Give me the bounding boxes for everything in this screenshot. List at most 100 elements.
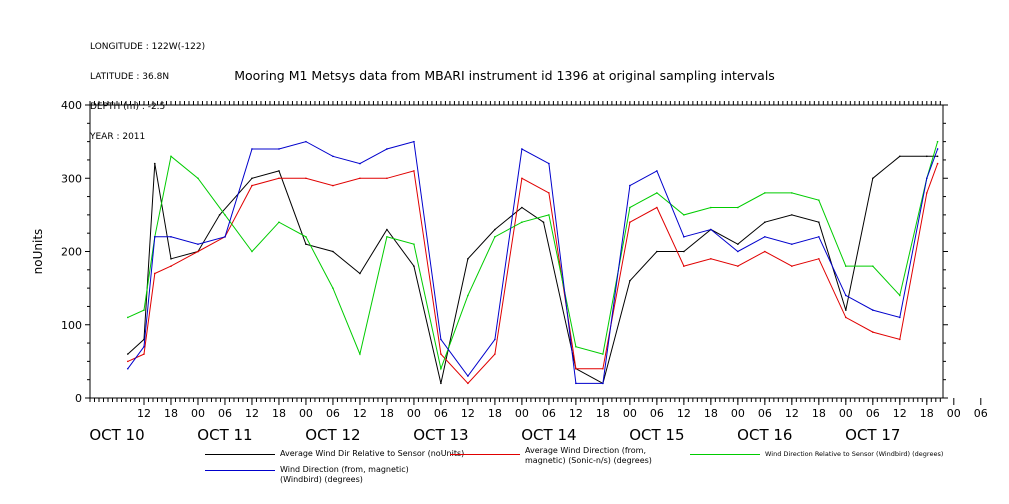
- data-point: [224, 236, 226, 238]
- x-tick-label: 00: [947, 407, 961, 420]
- y-tick-label: 0: [75, 392, 82, 405]
- data-point: [737, 250, 739, 253]
- data-point: [126, 316, 129, 319]
- latitude-text: LATITUDE : 36.8N: [90, 72, 170, 82]
- data-point: [332, 155, 334, 158]
- data-point: [521, 177, 523, 180]
- data-point: [440, 353, 442, 355]
- x-tick-label: 12: [461, 407, 475, 420]
- x-tick-label: 18: [812, 407, 826, 420]
- data-point: [440, 382, 442, 385]
- x-tick-label: 00: [191, 407, 205, 420]
- x-tick-label: 12: [785, 407, 799, 420]
- data-point: [359, 177, 361, 180]
- data-point: [467, 382, 469, 385]
- data-point: [818, 236, 820, 238]
- data-point: [413, 265, 415, 267]
- data-point: [737, 265, 739, 267]
- data-point: [386, 228, 388, 231]
- data-point: [440, 367, 442, 370]
- year-text: YEAR : 2011: [90, 132, 146, 142]
- y-tick-label: 300: [61, 172, 82, 185]
- x-tick-label: 06: [650, 407, 664, 420]
- data-point: [899, 338, 901, 341]
- data-point: [791, 214, 793, 216]
- data-point: [467, 375, 469, 377]
- data-point: [170, 155, 172, 158]
- x-date-label: OCT 17: [845, 426, 900, 444]
- x-tick-label: 06: [974, 407, 988, 420]
- data-point: [791, 265, 793, 267]
- data-point: [153, 272, 156, 275]
- data-point: [791, 192, 793, 194]
- data-point: [218, 214, 221, 216]
- data-point: [936, 148, 939, 150]
- data-point: [521, 221, 523, 223]
- data-point: [629, 206, 631, 209]
- x-tick-label: 18: [596, 407, 610, 420]
- data-point: [926, 192, 928, 194]
- data-point: [494, 338, 496, 341]
- x-tick-label: 12: [893, 407, 907, 420]
- data-point: [494, 236, 496, 238]
- data-point: [629, 221, 631, 223]
- data-point: [926, 155, 928, 158]
- x-date-label: OCT 10: [89, 426, 144, 444]
- x-date-label: OCT 12: [305, 426, 360, 444]
- data-point: [656, 192, 658, 194]
- x-date-label: OCT 16: [737, 426, 792, 444]
- data-point: [278, 221, 280, 223]
- x-tick-label: 00: [839, 407, 853, 420]
- data-point: [872, 265, 874, 267]
- data-point: [278, 148, 280, 150]
- data-point: [153, 236, 156, 238]
- series-line-2: [127, 163, 939, 385]
- data-point: [683, 250, 685, 253]
- data-point: [818, 199, 820, 202]
- data-point: [845, 316, 847, 319]
- legend-label-black: Average Wind Dir Relative to Sensor (noU…: [280, 449, 465, 458]
- data-point: [629, 184, 631, 187]
- data-point: [386, 236, 388, 238]
- y-tick-label: 400: [61, 99, 82, 112]
- chart-title: Mooring M1 Metsys data from MBARI instru…: [234, 68, 775, 83]
- x-tick-label: 18: [488, 407, 502, 420]
- data-point: [197, 177, 199, 180]
- data-point: [926, 177, 928, 180]
- data-point: [126, 367, 129, 370]
- longitude-text: LONGITUDE : 122W(-122): [90, 42, 206, 52]
- data-point: [467, 258, 469, 260]
- data-point: [197, 250, 199, 253]
- data-point: [251, 148, 253, 150]
- data-point: [710, 228, 712, 231]
- data-point: [737, 243, 739, 245]
- data-point: [305, 177, 307, 180]
- data-point: [467, 294, 469, 297]
- data-point: [251, 177, 253, 180]
- data-point: [143, 353, 145, 355]
- legend-swatch-red: [450, 454, 520, 455]
- legend-swatch-green: [690, 454, 760, 455]
- legend-label-green: Wind Direction Relative to Sensor (Windb…: [765, 450, 944, 458]
- data-point: [629, 280, 631, 282]
- data-point: [542, 221, 545, 223]
- data-point: [278, 177, 280, 180]
- legend-swatch-blue: [205, 470, 275, 471]
- data-point: [413, 140, 415, 143]
- series-line-3: [127, 141, 939, 371]
- x-date-label: OCT 14: [521, 426, 576, 444]
- x-tick-label: 06: [434, 407, 448, 420]
- data-point: [386, 177, 388, 180]
- x-tick-label: 18: [272, 407, 286, 420]
- x-tick-label: 18: [704, 407, 718, 420]
- x-date-label: OCT 15: [629, 426, 684, 444]
- data-point: [845, 294, 847, 297]
- data-point: [818, 221, 820, 223]
- data-point: [764, 250, 766, 253]
- data-point: [764, 236, 766, 238]
- data-point: [305, 236, 307, 238]
- data-point: [683, 214, 685, 216]
- data-point: [575, 345, 577, 348]
- data-point: [359, 353, 361, 355]
